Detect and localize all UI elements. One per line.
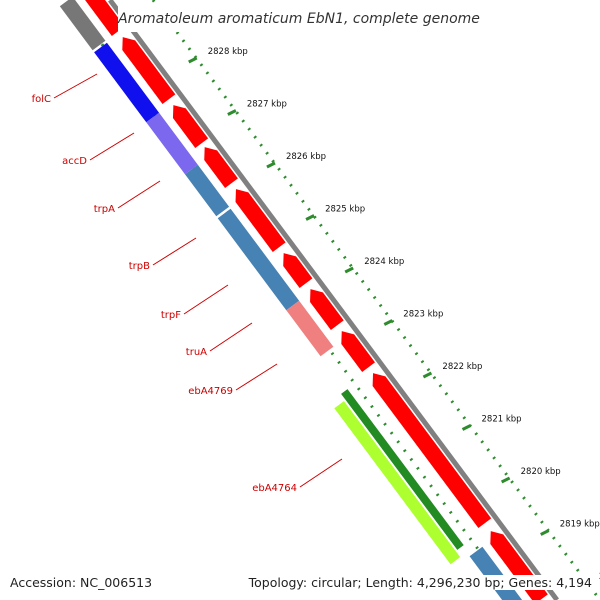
scale-ring-outer <box>151 0 600 600</box>
gene-label-folC: folC <box>32 94 51 105</box>
scale-tick-mark <box>383 319 393 326</box>
gene-label-ebA4764: ebA4764 <box>252 483 297 494</box>
scale-tick-mark <box>305 214 315 221</box>
cds-forward-6 <box>283 253 313 288</box>
scale-tick-label: 2823 kbp <box>403 310 443 320</box>
scale-tick-label: 2824 kbp <box>364 257 404 267</box>
cds-forward-9 <box>372 373 492 528</box>
gene-label-trpA: trpA <box>94 204 115 215</box>
scale-tick-mark <box>188 56 198 64</box>
feature-trpA <box>184 164 230 217</box>
scale-tick-label: 2819 kbp <box>560 520 600 530</box>
map-strands <box>67 0 600 600</box>
map-title: Aromatoleum aromaticum EbN1, complete ge… <box>118 6 480 32</box>
cds-forward-4 <box>204 147 238 188</box>
cds-forward-7 <box>310 289 344 330</box>
scale-tick-label: 2828 kbp <box>208 47 248 57</box>
cds-forward-2 <box>122 37 176 104</box>
gene-leader-line <box>183 284 229 315</box>
label-layer: folC accD trpA trpB trpF truA ebA4769 ebA4764 <box>32 73 343 494</box>
feature-ebA4764 <box>334 401 461 565</box>
gene-leader-line <box>152 237 197 266</box>
gene-label-trpF: trpF <box>161 310 181 321</box>
scale-tick-mark <box>227 109 237 116</box>
backbone <box>107 0 560 600</box>
feature-layer <box>59 0 548 600</box>
tick-layer: 2828 kbp 2827 kbp 2826 kbp 2825 kbp 2824 kbp… <box>188 47 600 589</box>
scale-tick-mark <box>266 161 276 169</box>
cds-forward-5 <box>235 189 286 252</box>
gene-leader-line <box>235 363 278 391</box>
feature-trpB <box>217 208 300 311</box>
gene-label-ebA4769: ebA4769 <box>188 386 233 397</box>
accession-text: Accession: NC_006513 <box>8 575 155 590</box>
feature-grey <box>59 0 106 51</box>
feature-accD <box>146 112 198 175</box>
scale-tick-mark <box>422 371 433 379</box>
scale-tick-label: 2827 kbp <box>247 100 287 110</box>
scale-tick-label: 2818 kbp <box>599 572 600 582</box>
scale-tick-mark <box>344 266 354 274</box>
gene-label-accD: accD <box>62 156 87 167</box>
feature-folC <box>94 42 160 123</box>
gene-leader-line <box>89 132 135 161</box>
scale-tick-label: 2826 kbp <box>286 152 326 162</box>
gene-leader-line <box>209 322 253 352</box>
scale-tick-label: 2821 kbp <box>482 415 522 425</box>
scale-tick-label: 2822 kbp <box>442 362 482 372</box>
cds-forward-8 <box>341 331 375 372</box>
scale-tick-mark <box>540 529 550 536</box>
scale-tick-label: 2825 kbp <box>325 205 365 215</box>
gene-leader-line <box>53 73 98 99</box>
gene-label-truA: truA <box>186 347 207 358</box>
cds-forward-1 <box>85 0 125 36</box>
gene-leader-line <box>117 180 161 209</box>
topology-text: Topology: circular; Length: 4,296,230 bp… <box>246 575 594 590</box>
scale-tick-label: 2820 kbp <box>521 467 561 477</box>
cds-forward-3 <box>172 105 209 148</box>
feature-trpF <box>286 300 334 357</box>
gene-leader-line <box>299 458 343 488</box>
gene-label-trpB: trpB <box>129 261 150 272</box>
feature-ebA4769 <box>341 389 464 550</box>
scale-tick-mark <box>500 476 511 484</box>
scale-tick-mark <box>461 424 472 431</box>
